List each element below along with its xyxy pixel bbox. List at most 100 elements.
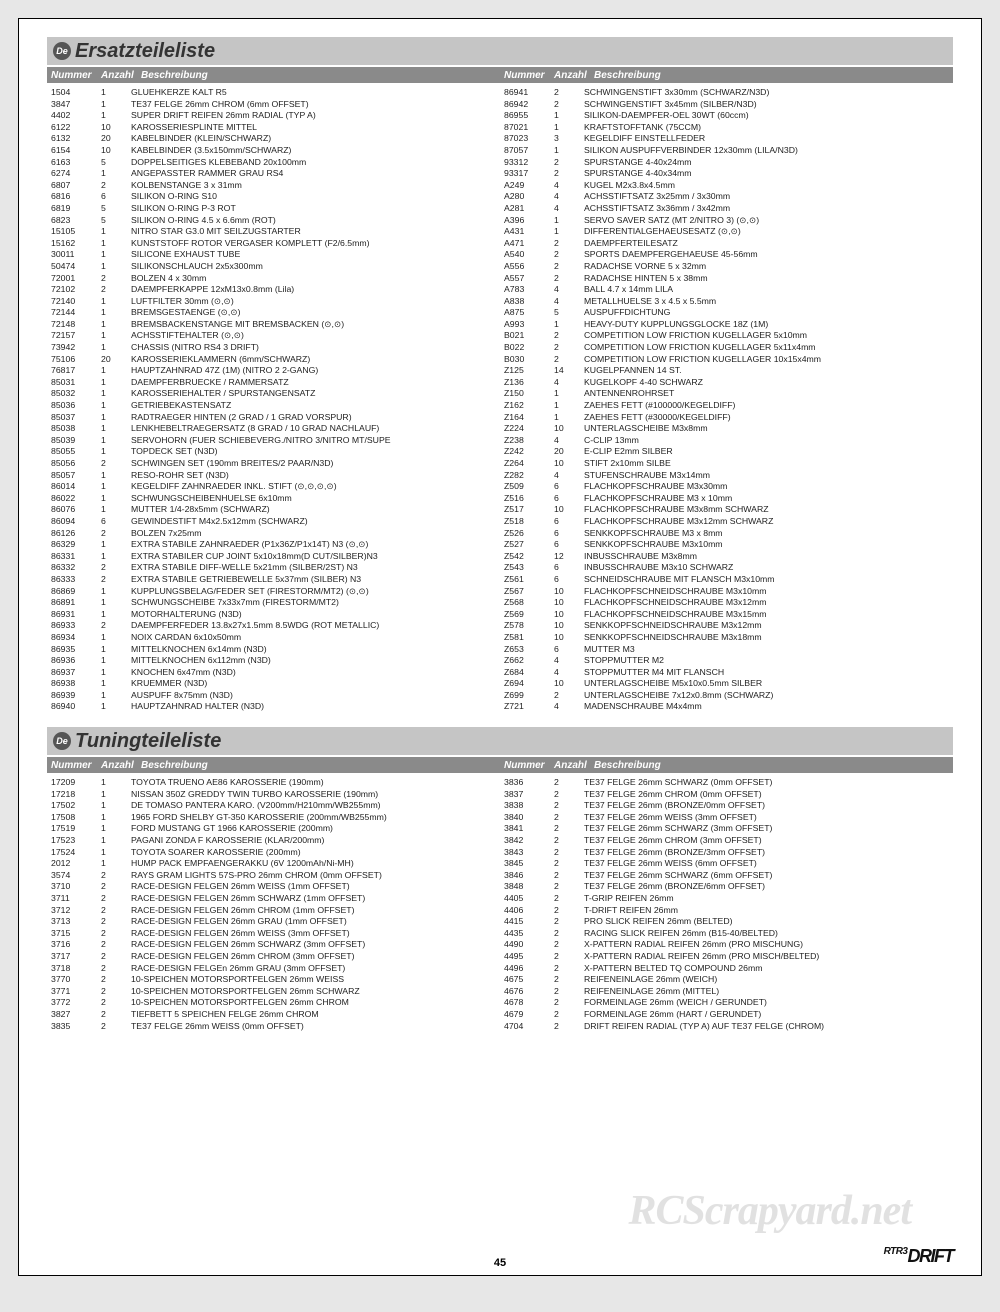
table-row: 300111SILICONE EXHAUST TUBE (47, 249, 500, 261)
table-row: 613220KABELBINDER (KLEIN/SCHWARZ) (47, 133, 500, 145)
part-qty: 4 (554, 701, 584, 713)
part-desc: RACING SLICK REIFEN 26mm (B15-40/BELTED) (584, 928, 953, 940)
part-number: 85038 (47, 423, 101, 435)
part-number: 17524 (47, 847, 101, 859)
part-number: 3574 (47, 870, 101, 882)
part-desc: PAGANI ZONDA F KAROSSERIE (KLAR/200mm) (131, 835, 500, 847)
part-number: Z517 (500, 504, 554, 516)
part-number: 6816 (47, 191, 101, 203)
table-row: Z58110SENKKOPFSCHNEIDSCHRAUBE M3x18mm (500, 632, 953, 644)
part-number: 72144 (47, 307, 101, 319)
table-row: 869381KRUEMMER (N3D) (47, 678, 500, 690)
table-row: 44021SUPER DRIFT REIFEN 26mm RADIAL (TYP… (47, 110, 500, 122)
part-qty: 2 (554, 963, 584, 975)
part-number: 86934 (47, 632, 101, 644)
table-row: 868911SCHWUNGSCHEIBE 7x33x7mm (FIRESTORM… (47, 597, 500, 609)
table-row: 860946GEWINDESTIFT M4x2.5x12mm (SCHWARZ) (47, 516, 500, 528)
part-qty: 1 (101, 365, 131, 377)
part-qty: 1 (101, 435, 131, 447)
table-row: 37102RACE-DESIGN FELGEN 26mm WEISS (1mm … (47, 881, 500, 893)
part-number: 4675 (500, 974, 554, 986)
part-number: 50474 (47, 261, 101, 273)
part-qty: 2 (101, 986, 131, 998)
part-desc: KUPPLUNGSBELAG/FEDER SET (FIRESTORM/MT2)… (131, 586, 500, 598)
part-desc: TOYOTA TRUENO AE86 KAROSSERIE (190mm) (131, 777, 500, 789)
table-row: 863291EXTRA STABILE ZAHNRAEDER (P1x36Z/P… (47, 539, 500, 551)
part-qty: 2 (101, 273, 131, 285)
table-row: 37122RACE-DESIGN FELGEN 26mm CHROM (1mm … (47, 905, 500, 917)
table-row: A8755AUSPUFFDICHTUNG (500, 307, 953, 319)
part-qty: 4 (554, 203, 584, 215)
part-qty: 4 (554, 667, 584, 679)
part-desc: GEWINDESTIFT M4x2.5x12mm (SCHWARZ) (131, 516, 500, 528)
part-desc: UNTERLAGSCHEIBE M5x10x0.5mm SILBER (584, 678, 953, 690)
page-number: 45 (19, 1257, 981, 1269)
table-row: 850551TOPDECK SET (N3D) (47, 446, 500, 458)
table-row: 44902X-PATTERN RADIAL REIFEN 26mm (PRO M… (500, 939, 953, 951)
part-number: 85036 (47, 400, 101, 412)
part-desc: SPURSTANGE 4-40x34mm (584, 168, 953, 180)
part-desc: ACHSSTIFTSATZ 3x36mm / 3x42mm (584, 203, 953, 215)
part-desc: MITTELKNOCHEN 6x112mm (N3D) (131, 655, 500, 667)
part-desc: FLACHKOPFSCHNEIDSCHRAUBE M3x15mm (584, 609, 953, 621)
part-number: 3710 (47, 881, 101, 893)
header-desc: Beschreibung (594, 70, 953, 81)
part-number: 86076 (47, 504, 101, 516)
header-number: Nummer (500, 70, 554, 81)
table-row: 38362TE37 FELGE 26mm SCHWARZ (0mm OFFSET… (500, 777, 953, 789)
part-qty: 1 (554, 145, 584, 157)
part-desc: SILIKONSCHLAUCH 2x5x300mm (131, 261, 500, 273)
table-row: Z7214MADENSCHRAUBE M4x4mm (500, 701, 953, 713)
part-number: 6122 (47, 122, 101, 134)
part-desc: RADACHSE VORNE 5 x 32mm (584, 261, 953, 273)
brand-logo: RTR3DRIFT (884, 1246, 953, 1267)
part-number: 72140 (47, 296, 101, 308)
part-desc: LENKHEBELTRAEGERSATZ (8 GRAD / 10 GRAD N… (131, 423, 500, 435)
table-row: 933172SPURSTANGE 4-40x34mm (500, 168, 953, 180)
part-desc: MOTORHALTERUNG (N3D) (131, 609, 500, 621)
part-number: 3712 (47, 905, 101, 917)
table-row: Z6536MUTTER M3 (500, 644, 953, 656)
part-number: 72001 (47, 273, 101, 285)
section-title: Tuningteileliste (75, 730, 221, 753)
part-qty: 2 (101, 997, 131, 1009)
header-desc: Beschreibung (141, 70, 500, 81)
part-number: 72102 (47, 284, 101, 296)
table-row: Z2824STUFENSCHRAUBE M3x14mm (500, 470, 953, 482)
part-desc: BOLZEN 7x25mm (131, 528, 500, 540)
part-desc: DIFFERENTIALGEHAEUSESATZ (⊙,⊙) (584, 226, 953, 238)
table-row: A8384METALLHUELSE 3 x 4.5 x 5.5mm (500, 296, 953, 308)
part-desc: ZAEHES FETT (#100000/KEGELDIFF) (584, 400, 953, 412)
part-number: 86955 (500, 110, 554, 122)
part-qty: 1 (101, 493, 131, 505)
part-number: 4490 (500, 939, 554, 951)
part-number: 17519 (47, 823, 101, 835)
table-row: Z1364KUGELKOPF 4-40 SCHWARZ (500, 377, 953, 389)
table-row: 612210KAROSSERIESPLINTE MITTEL (47, 122, 500, 134)
part-desc: BREMSBACKENSTANGE MIT BREMSBACKEN (⊙,⊙) (131, 319, 500, 331)
part-qty: 10 (554, 609, 584, 621)
part-desc: TE37 FELGE 26mm (BRONZE/3mm OFFSET) (584, 847, 953, 859)
part-qty: 10 (554, 458, 584, 470)
part-qty: 20 (101, 133, 131, 145)
table-row: 20121HUMP PACK EMPFAENGERAKKU (6V 1200mA… (47, 858, 500, 870)
table-row: 47042DRIFT REIFEN RADIAL (TYP A) AUF TE3… (500, 1021, 953, 1033)
part-number: 15162 (47, 238, 101, 250)
part-qty: 2 (554, 1009, 584, 1021)
table-row: B0302COMPETITION LOW FRICTION KUGELLAGER… (500, 354, 953, 366)
part-desc: TE37 FELGE 26mm CHROM (3mm OFFSET) (584, 835, 953, 847)
table-row: 68235SILIKON O-RING 4.5 x 6.6mm (ROT) (47, 215, 500, 227)
part-qty: 2 (101, 974, 131, 986)
part-desc: SENKKOPFSCHNEIDSCHRAUBE M3x18mm (584, 632, 953, 644)
part-number: 4402 (47, 110, 101, 122)
part-qty: 2 (101, 1009, 131, 1021)
part-number: 3715 (47, 928, 101, 940)
table-row: Z5186FLACHKOPFSCHRAUBE M3x12mm SCHWARZ (500, 516, 953, 528)
table-row: Z5266SENKKOPFSCHRAUBE M3 x 8mm (500, 528, 953, 540)
part-qty: 1 (101, 858, 131, 870)
part-number: 4405 (500, 893, 554, 905)
part-number: 86931 (47, 609, 101, 621)
part-number: A281 (500, 203, 554, 215)
table-row: Z5616SCHNEIDSCHRAUBE MIT FLANSCH M3x10mm (500, 574, 953, 586)
part-desc: METALLHUELSE 3 x 4.5 x 5.5mm (584, 296, 953, 308)
